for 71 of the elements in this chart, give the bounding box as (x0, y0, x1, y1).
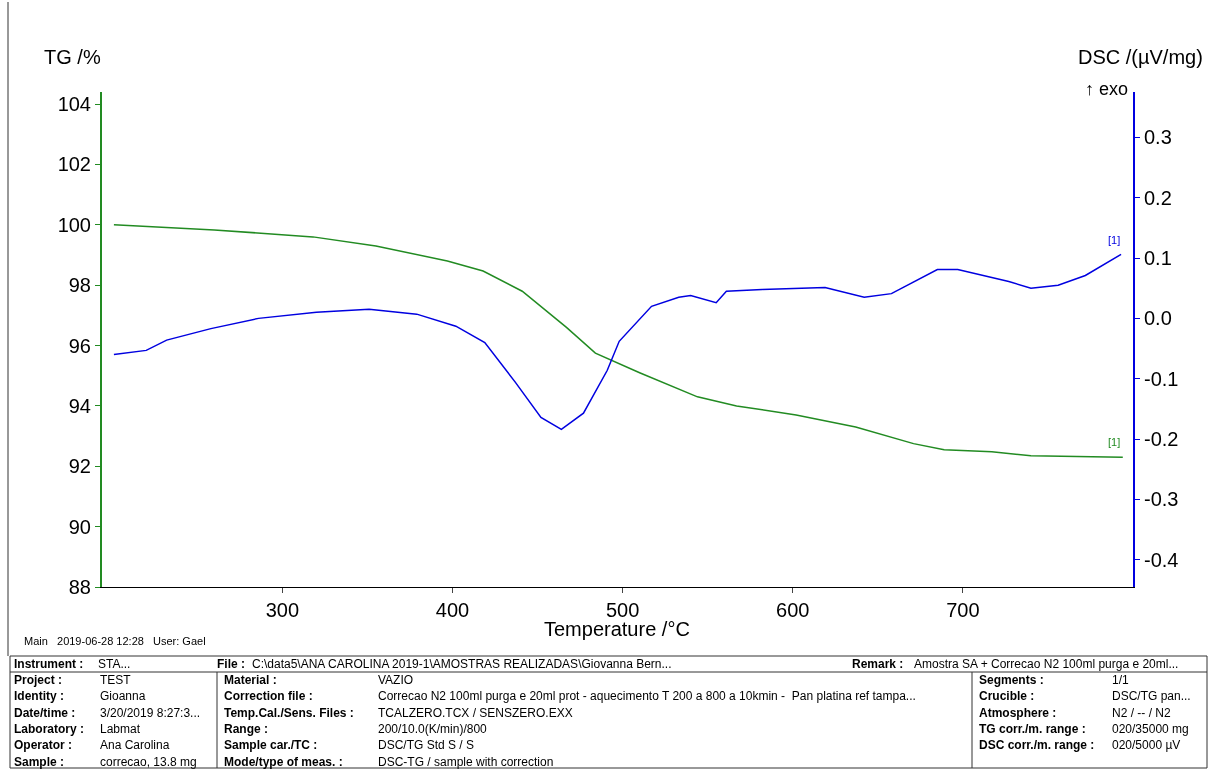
y2-tick-label: -0.2 (1144, 428, 1179, 451)
x-tick-label: 300 (265, 599, 300, 621)
text: Main 2019-06-28 12:28 User: Gael (24, 635, 206, 647)
text: DSC/TG pan... (1112, 689, 1191, 703)
annotation: [1] (1108, 234, 1121, 246)
text: Instrument : (14, 657, 84, 671)
text: TG corr./m. range : (979, 722, 1086, 736)
text: DSC corr./m. range : (979, 738, 1095, 752)
y-tick-label: 88 (68, 576, 91, 598)
text: Ana Carolina (100, 738, 170, 752)
text: Sample car./TC : (224, 738, 318, 752)
y-tick-label: 102 (57, 153, 91, 176)
text: Atmosphere : (979, 706, 1057, 720)
text: DSC-TG / sample with correction (378, 755, 554, 769)
y2-tick-label: 0.0 (1144, 307, 1172, 330)
text: Correction file : (224, 689, 313, 703)
text: 020/5000 µV (1112, 738, 1181, 752)
y2-tick-label: -0.3 (1144, 488, 1179, 511)
text: Identity : (14, 689, 64, 703)
y-tick-label: 90 (68, 515, 91, 538)
y-tick-label: 96 (68, 334, 91, 357)
text: Material : (224, 673, 277, 687)
text: Remark : (852, 657, 904, 671)
y2-tick-label: 0.3 (1144, 126, 1172, 149)
x-tick-label: 700 (946, 599, 980, 621)
text: Crucible : (979, 689, 1035, 703)
y2-tick-label: -0.4 (1144, 548, 1179, 571)
text: N2 / -- / N2 (1112, 706, 1171, 720)
text: Sample : (14, 755, 65, 769)
text: Range : (224, 722, 269, 736)
y-tick-label: 98 (68, 274, 91, 297)
text: DSC/TG Std S / S (378, 738, 475, 752)
text: 1/1 (1112, 673, 1130, 687)
text: Laboratory : (14, 722, 85, 736)
line-series (113, 224, 1124, 458)
text: TCALZERO.TCX / SENSZERO.EXX (378, 706, 573, 720)
text: 3/20/2019 8:27:3... (100, 706, 201, 720)
line-series (113, 253, 1122, 431)
text: Labmat (100, 722, 141, 736)
x-axis-title: Temperature /°C (544, 618, 690, 640)
text: 020/35000 mg (1112, 722, 1189, 736)
y-tick-label: 100 (57, 213, 91, 236)
text: C:\data5\ANA CAROLINA 2019-1\AMOSTRAS REALIZADAS\Giovanna Bern... (252, 657, 672, 671)
y-tick-label: 104 (57, 93, 91, 116)
text: File : (217, 657, 246, 671)
text: Correcao N2 100ml purga e 20ml prot - aquecimento T 200 a 800 a 10kmin - Pan platina ref tampa... (378, 689, 916, 703)
text: VAZIO (378, 673, 414, 687)
text: Mode/type of meas. : (224, 755, 343, 769)
text: Amostra SA + Correcao N2 100ml purga e 20ml... (914, 657, 1179, 671)
y2-tick-label: 0.2 (1144, 186, 1172, 209)
text: correcao, 13.8 mg (100, 755, 197, 769)
x-tick-label: 600 (776, 599, 810, 621)
text: Segments : (979, 673, 1044, 687)
text: Temp.Cal./Sens. Files : (224, 706, 354, 720)
x-tick-label: 500 (605, 599, 640, 621)
y2-tick-label: -0.1 (1144, 367, 1179, 390)
y-tick-label: 94 (68, 394, 91, 417)
y2-tick-label: 0.1 (1144, 247, 1172, 270)
text: Operator : (14, 738, 73, 752)
annotation: ↑ exo (1085, 79, 1129, 99)
text: Project : (14, 673, 63, 687)
y-tick-label: 92 (68, 455, 91, 478)
text: Date/time : (14, 706, 76, 720)
text: TEST (100, 673, 132, 687)
y2-axis-title: DSC /(µV/mg) (1078, 46, 1203, 68)
y-axis-title: TG /% (44, 46, 101, 68)
annotation: [1] (1108, 436, 1121, 448)
text: Gioanna (100, 689, 146, 703)
text: STA... (98, 657, 131, 671)
x-tick-label: 400 (435, 599, 470, 621)
text: 200/10.0(K/min)/800 (378, 722, 488, 736)
